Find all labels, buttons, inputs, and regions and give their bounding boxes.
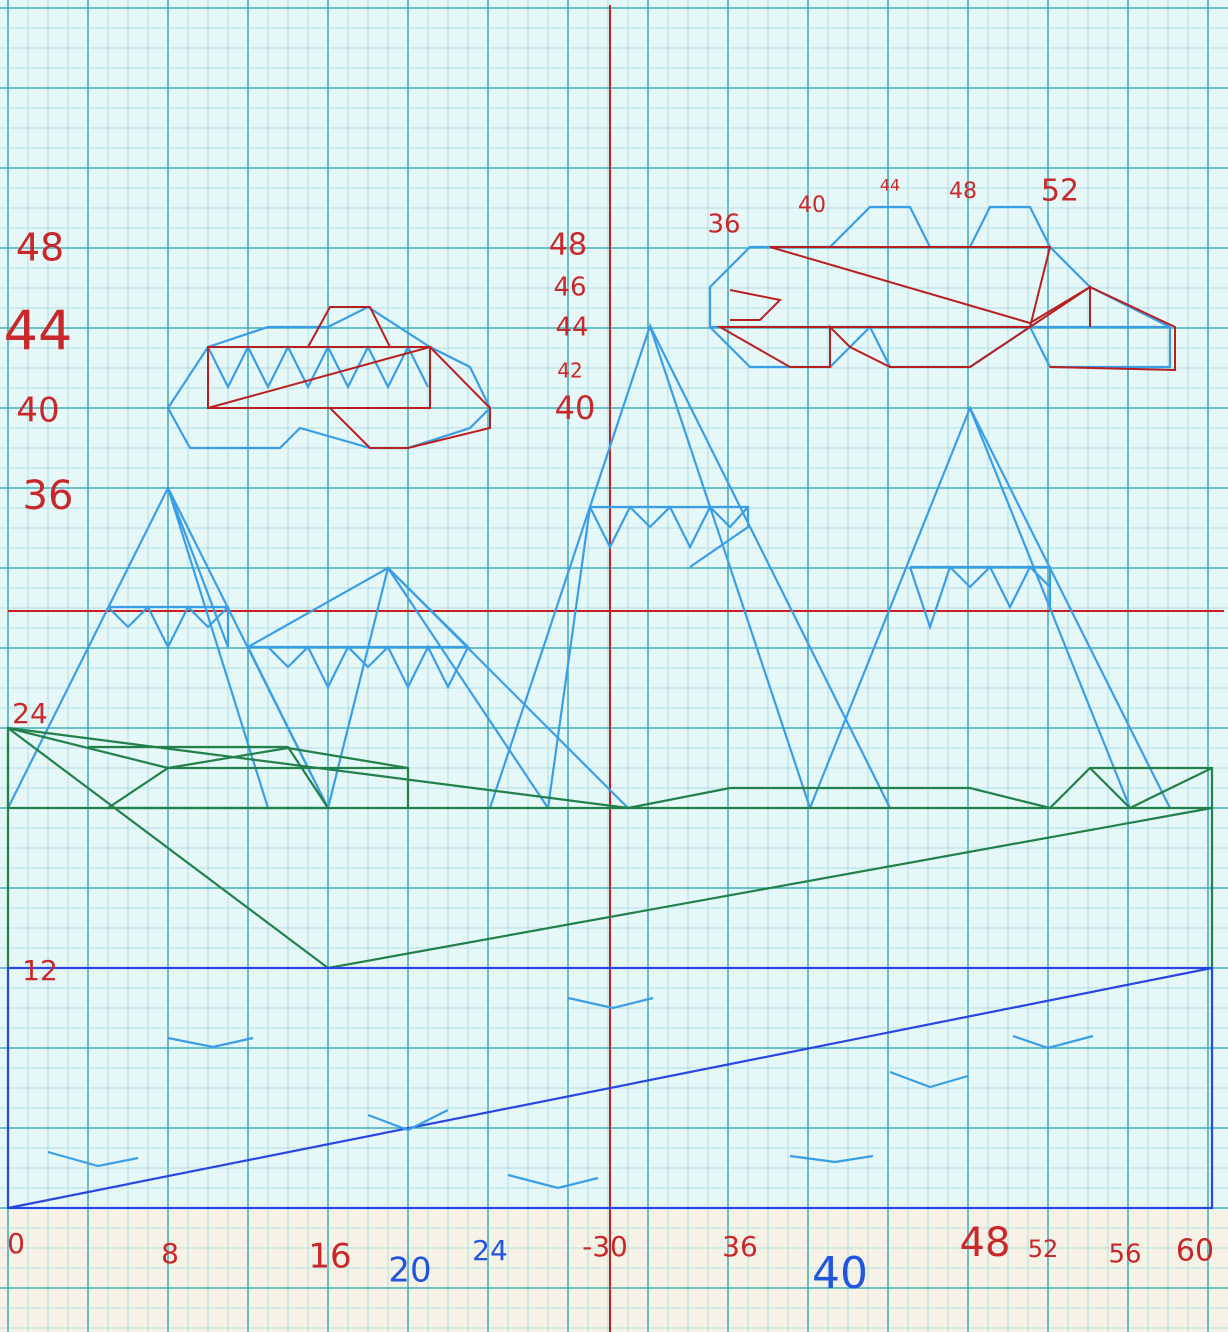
wave bbox=[167, 1036, 254, 1049]
handwritten-label: 42 bbox=[557, 359, 582, 383]
snow-zigzag bbox=[107, 605, 229, 650]
mountain-edge bbox=[387, 567, 629, 809]
clouds bbox=[166, 205, 1176, 450]
handwritten-label: 36 bbox=[707, 210, 740, 240]
wave bbox=[789, 1154, 874, 1164]
cloud-outline bbox=[207, 346, 431, 409]
handwritten-label: 46 bbox=[553, 273, 586, 303]
mountain-edge bbox=[546, 506, 592, 809]
handwritten-label: 16 bbox=[308, 1237, 351, 1277]
handwritten-label: 52 bbox=[1028, 1235, 1059, 1263]
mountain-edge bbox=[968, 407, 1132, 809]
wave bbox=[889, 1070, 969, 1089]
cloud-outline bbox=[307, 306, 391, 348]
handwritten-label: 44 bbox=[555, 313, 588, 343]
snow-zigzag bbox=[908, 564, 1051, 631]
handwritten-label: 36 bbox=[23, 473, 74, 519]
handwritten-label: 40 bbox=[555, 389, 596, 427]
handwritten-label: 24 bbox=[472, 1234, 508, 1267]
wave bbox=[367, 1109, 449, 1132]
hill bbox=[7, 726, 1214, 810]
mountain-edge bbox=[649, 325, 891, 809]
handwritten-label: 8 bbox=[161, 1237, 179, 1270]
sea bbox=[6, 966, 1214, 1210]
handwritten-label: 56 bbox=[1108, 1240, 1141, 1270]
handwritten-label: 36 bbox=[722, 1230, 758, 1263]
mountain-snow bbox=[910, 565, 1052, 607]
wave bbox=[47, 1150, 139, 1168]
cloud-outline bbox=[729, 289, 783, 321]
handwritten-label: 44 bbox=[880, 176, 900, 195]
handwritten-label: 60 bbox=[1176, 1234, 1214, 1269]
cloud-outline bbox=[207, 345, 491, 449]
sea-box bbox=[6, 966, 1214, 1210]
cloud-outline bbox=[716, 246, 1176, 372]
handwritten-label: 44 bbox=[4, 300, 73, 363]
handwritten-label: 0 bbox=[7, 1227, 25, 1260]
handwritten-label: -30 bbox=[582, 1230, 628, 1263]
cloud-outline bbox=[769, 246, 1091, 327]
handwritten-label: 24 bbox=[12, 697, 48, 730]
wave bbox=[567, 996, 654, 1010]
labels: 48 44 40 36 24 12 48 46 44 42 40 36 40 44 48 52 0 8 16 20 24… bbox=[4, 174, 1214, 1300]
sea-slope bbox=[7, 966, 1213, 1210]
handwritten-label: 20 bbox=[388, 1251, 431, 1291]
ground-slope bbox=[7, 727, 1214, 970]
land bbox=[6, 726, 1214, 970]
handwritten-label: 12 bbox=[22, 954, 58, 987]
handwritten-label: 52 bbox=[1041, 174, 1079, 209]
paper-bottom bbox=[0, 1210, 1228, 1332]
wave bbox=[507, 1173, 599, 1190]
handwritten-label: 48 bbox=[949, 179, 977, 204]
handwritten-label: 40 bbox=[798, 193, 826, 218]
cloud-zigzag bbox=[207, 344, 429, 390]
wave bbox=[1012, 1034, 1094, 1050]
mountains bbox=[7, 322, 1171, 812]
handwritten-label: 48 bbox=[549, 228, 587, 263]
handwritten-label: 40 bbox=[16, 391, 59, 431]
handwritten-label: 40 bbox=[812, 1248, 868, 1299]
snow-zigzag bbox=[267, 644, 469, 690]
snow-zigzag bbox=[589, 505, 749, 550]
handwritten-label: 48 bbox=[16, 226, 64, 270]
handwritten-label: 48 bbox=[960, 1220, 1011, 1266]
